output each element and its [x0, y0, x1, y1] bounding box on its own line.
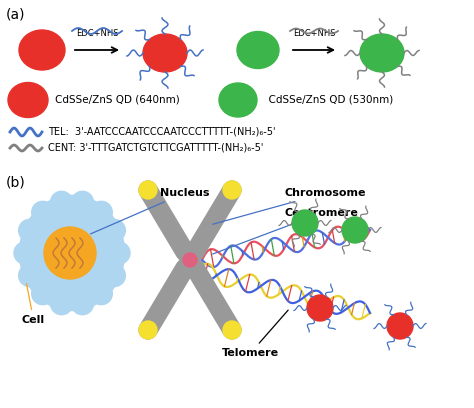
- Circle shape: [103, 264, 125, 286]
- Ellipse shape: [143, 34, 187, 72]
- Circle shape: [32, 283, 54, 305]
- Circle shape: [91, 201, 112, 223]
- Circle shape: [292, 210, 318, 236]
- Text: CENT: 3'-TTTGATCTGTCTTCGATTTTT-(NH₂)₆-5': CENT: 3'-TTTGATCTGTCTTCGATTTTT-(NH₂)₆-5': [48, 143, 264, 153]
- Circle shape: [72, 293, 93, 315]
- Circle shape: [387, 313, 413, 339]
- Text: Nucleus: Nucleus: [91, 188, 210, 234]
- Circle shape: [91, 283, 112, 305]
- Ellipse shape: [19, 195, 125, 310]
- Ellipse shape: [19, 30, 65, 70]
- Circle shape: [51, 293, 73, 315]
- Text: EDC+NHS: EDC+NHS: [76, 29, 118, 38]
- Text: Chromosome: Chromosome: [213, 188, 366, 224]
- Ellipse shape: [8, 82, 48, 118]
- Text: Centromere: Centromere: [213, 208, 359, 254]
- Text: CdSSe/ZnS QD (530nm): CdSSe/ZnS QD (530nm): [262, 95, 393, 105]
- Circle shape: [223, 181, 241, 199]
- Ellipse shape: [237, 31, 279, 69]
- Text: Cell: Cell: [22, 284, 45, 325]
- Circle shape: [223, 321, 241, 339]
- Circle shape: [18, 220, 41, 242]
- Circle shape: [72, 191, 93, 213]
- Text: EDC+NHS: EDC+NHS: [293, 29, 335, 38]
- Circle shape: [307, 295, 333, 321]
- Ellipse shape: [360, 34, 404, 72]
- Circle shape: [183, 253, 197, 267]
- Circle shape: [108, 242, 130, 264]
- Circle shape: [139, 321, 157, 339]
- Text: (b): (b): [6, 175, 26, 189]
- Circle shape: [14, 242, 36, 264]
- Circle shape: [51, 191, 73, 213]
- Text: Telomere: Telomere: [222, 310, 288, 358]
- Text: CdSSe/ZnS QD (640nm): CdSSe/ZnS QD (640nm): [55, 95, 180, 105]
- Ellipse shape: [219, 83, 257, 117]
- Text: TEL:  3'-AATCCCAATCCCAATCCCTTTTT-(NH₂)₆-5': TEL: 3'-AATCCCAATCCCAATCCCTTTTT-(NH₂)₆-5…: [48, 127, 275, 137]
- Circle shape: [139, 181, 157, 199]
- Circle shape: [103, 220, 125, 242]
- Circle shape: [44, 227, 96, 279]
- Circle shape: [32, 201, 54, 223]
- Circle shape: [342, 217, 368, 243]
- Circle shape: [18, 264, 41, 286]
- Text: (a): (a): [6, 8, 26, 22]
